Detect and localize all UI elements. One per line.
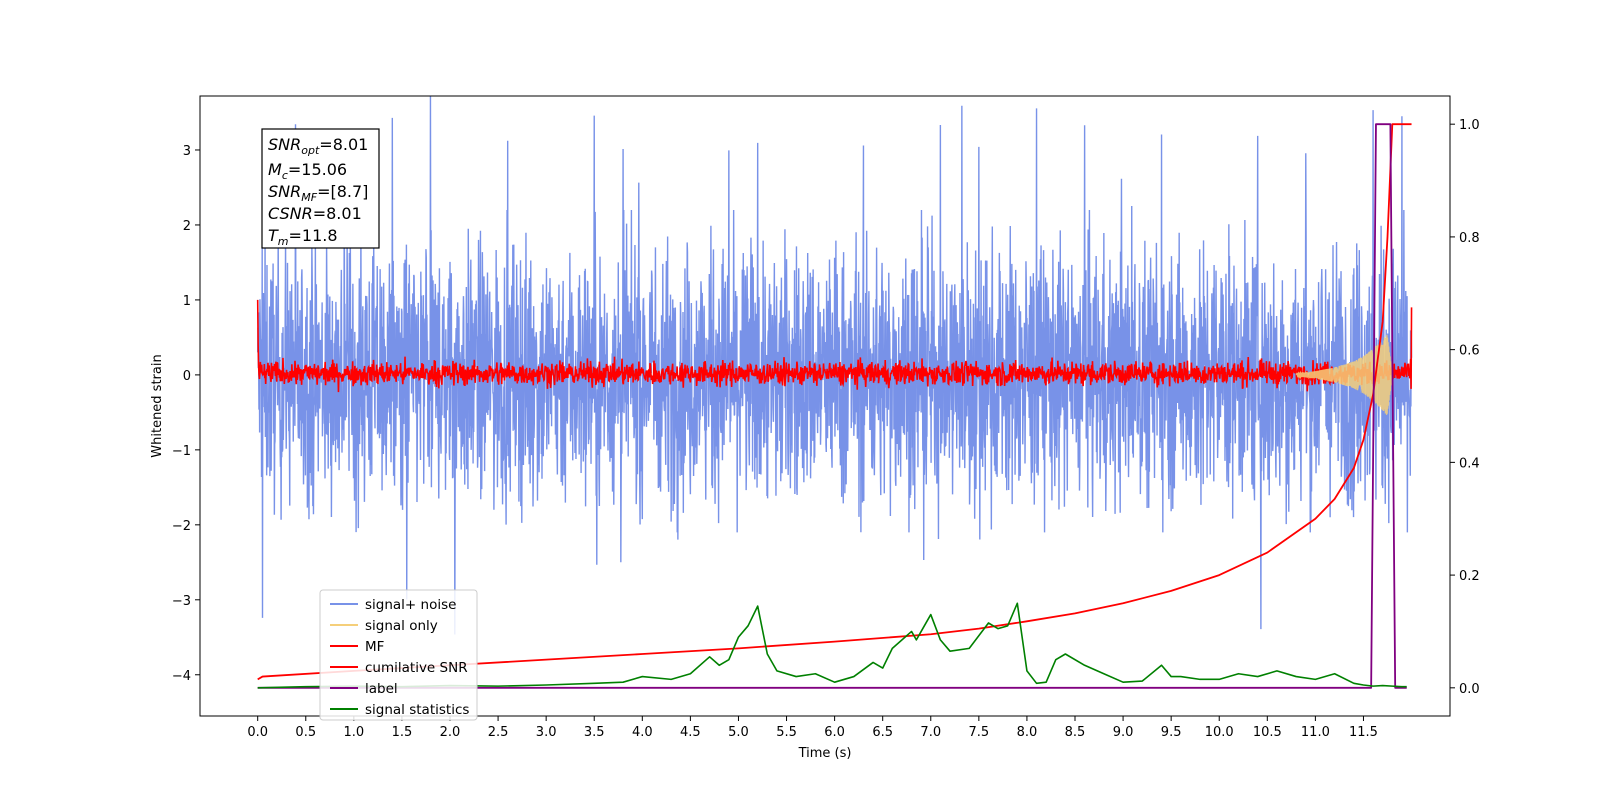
x-axis-ticks: 0.0 0.5 1.0 1.5 2.0 2.5 3.0 3.5 4.0 4.5 5.0 5.5 6.0 6… bbox=[247, 716, 1378, 740]
x-tick-label: 6.5 bbox=[872, 725, 893, 740]
x-tick-label: 5.0 bbox=[728, 725, 749, 740]
plot-frame bbox=[199, 95, 1451, 717]
x-tick-label: 1.5 bbox=[392, 725, 413, 740]
y-axis-label: Whitened strain bbox=[150, 354, 165, 457]
signal-statistics-line bbox=[257, 602, 1407, 689]
x-tick-label: 7.0 bbox=[920, 725, 941, 740]
x-tick-label: 6.0 bbox=[824, 725, 845, 740]
y-tick-label: −2 bbox=[172, 519, 191, 534]
legend-entry-label: label bbox=[365, 681, 398, 697]
y-tick-label: 2 bbox=[183, 219, 191, 234]
y-right-tick-label: 0.4 bbox=[1459, 456, 1480, 471]
x-tick-label: 9.0 bbox=[1113, 725, 1134, 740]
legend-entry-mf: MF bbox=[365, 639, 384, 655]
y-tick-label: 0 bbox=[183, 369, 191, 384]
series-signal-noise bbox=[256, 96, 1413, 635]
x-tick-label: 9.5 bbox=[1161, 725, 1182, 740]
y-right-tick-label: 1.0 bbox=[1459, 118, 1480, 133]
y-tick-label: 1 bbox=[183, 294, 191, 309]
y-tick-label: −1 bbox=[172, 444, 191, 459]
x-tick-label: 4.0 bbox=[632, 725, 653, 740]
series-signal-only bbox=[1295, 334, 1393, 415]
x-tick-label: 3.5 bbox=[584, 725, 605, 740]
stat-snr-mf: SNRMF=[8.7] bbox=[268, 182, 368, 204]
x-tick-label: 3.0 bbox=[536, 725, 557, 740]
x-tick-label: 1.0 bbox=[344, 725, 365, 740]
y-axis-ticks: 3 2 1 0 −1 −2 −3 −4 bbox=[172, 144, 200, 684]
x-tick-label: 8.5 bbox=[1065, 725, 1086, 740]
y-right-tick-label: 0.2 bbox=[1459, 569, 1480, 584]
stats-box: SNRopt=8.01 Mc=15.06 SNRMF=[8.7] CSNR=8.… bbox=[261, 128, 380, 249]
x-tick-label: 0.0 bbox=[247, 725, 268, 740]
mf-line bbox=[256, 299, 1413, 393]
x-tick-label: 11.5 bbox=[1349, 725, 1378, 740]
y-tick-label: −3 bbox=[172, 594, 191, 609]
x-axis-label: Time (s) bbox=[798, 746, 852, 761]
legend: signal+ noise signal only MF cumilative … bbox=[319, 589, 478, 721]
x-tick-label: 7.5 bbox=[969, 725, 990, 740]
x-tick-label: 10.0 bbox=[1205, 725, 1234, 740]
legend-entry-signal-noise: signal+ noise bbox=[365, 597, 456, 613]
y-tick-label: −4 bbox=[172, 669, 191, 684]
series-signal-statistics bbox=[257, 602, 1407, 689]
y-right-tick-label: 0.6 bbox=[1459, 344, 1480, 359]
stat-snr-opt: SNRopt=8.01 bbox=[268, 135, 368, 157]
legend-entry-signal-statistics: signal statistics bbox=[365, 702, 469, 718]
legend-entry-cumulative-snr: cumilative SNR bbox=[365, 660, 468, 676]
signal-noise-line bbox=[256, 96, 1413, 635]
y-right-tick-label: 0.8 bbox=[1459, 231, 1480, 246]
x-tick-label: 4.5 bbox=[680, 725, 701, 740]
signal-only-line bbox=[1295, 334, 1393, 415]
stat-mc: Mc=15.06 bbox=[268, 160, 347, 182]
x-tick-label: 11.0 bbox=[1301, 725, 1330, 740]
x-tick-label: 2.0 bbox=[440, 725, 461, 740]
stat-csnr: CSNR=8.01 bbox=[268, 204, 362, 223]
x-tick-label: 5.5 bbox=[776, 725, 797, 740]
legend-entry-signal-only: signal only bbox=[365, 618, 438, 634]
x-tick-label: 10.5 bbox=[1253, 725, 1282, 740]
series-mf bbox=[256, 299, 1413, 393]
label-line bbox=[257, 123, 1407, 689]
y-right-tick-label: 0.0 bbox=[1459, 682, 1480, 697]
x-tick-label: 2.5 bbox=[488, 725, 509, 740]
y-tick-label: 3 bbox=[183, 144, 191, 159]
stat-tm: Tm=11.8 bbox=[268, 226, 338, 248]
x-tick-label: 0.5 bbox=[295, 725, 316, 740]
x-tick-label: 8.0 bbox=[1017, 725, 1038, 740]
y-axis-right-ticks: 1.0 0.8 0.6 0.4 0.2 0.0 bbox=[1450, 118, 1480, 697]
series-label bbox=[257, 123, 1407, 689]
